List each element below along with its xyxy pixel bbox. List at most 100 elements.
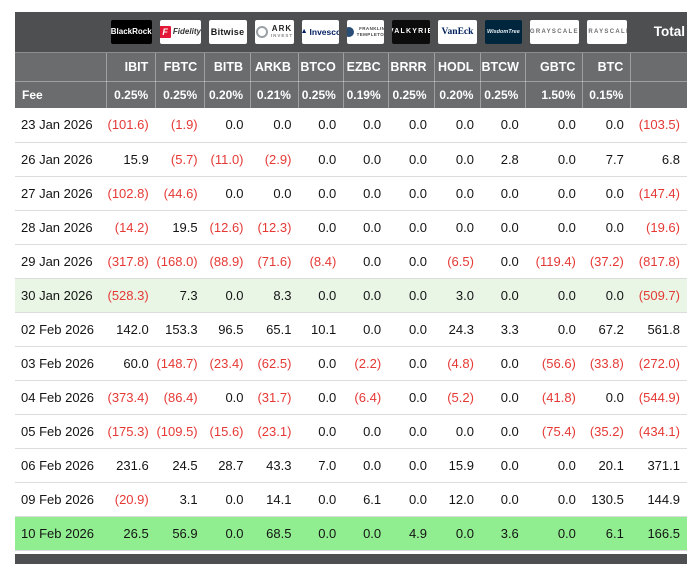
flow-value: (8.4) xyxy=(298,244,344,279)
flow-value: 0.0 xyxy=(298,108,344,143)
ticker-arkb: ARKB xyxy=(250,52,299,82)
wisdomtree-logo-text: WisdomTree xyxy=(486,28,520,35)
flow-value: 14.1 xyxy=(250,482,299,517)
flow-value: 0.0 xyxy=(388,414,435,449)
flow-total: 6.8 xyxy=(630,142,687,177)
flow-table-body: 23 Jan 2026 (101.6) (1.9) 0.0 0.0 0.0 0.0 0.0 0.… xyxy=(15,108,687,551)
flow-value: 3.3 xyxy=(480,312,526,347)
flow-value: 0.0 xyxy=(343,142,389,177)
fee-bitb: 0.20% xyxy=(204,81,252,108)
flow-value: (5.2) xyxy=(434,380,481,415)
ticker-row-spacer xyxy=(15,52,108,82)
flow-value: 0.0 xyxy=(298,346,344,381)
flow-value: (37.2) xyxy=(582,244,631,279)
flow-value: 0.0 xyxy=(250,108,299,143)
ticker-btc: BTC xyxy=(582,52,632,82)
flow-value: 10.1 xyxy=(298,312,344,347)
flow-value: 0.0 xyxy=(204,176,251,211)
flow-value: (14.2) xyxy=(106,210,156,245)
grayscale-logo-text: GRAYSCALE xyxy=(529,28,579,35)
grayscale-logo-icon: GRAYSCALE xyxy=(529,19,579,44)
flow-row: 27 Jan 2026 (102.8) (44.6) 0.0 0.0 0.0 0.0 0.0 0… xyxy=(15,176,687,211)
flow-value: 0.0 xyxy=(388,278,435,313)
flow-value: 0.0 xyxy=(298,380,344,415)
flow-value: 0.0 xyxy=(343,278,389,313)
flow-value: 0.0 xyxy=(343,448,389,483)
flow-row: 26 Jan 2026 15.9 (5.7) (11.0) (2.9) 0.0 0.0 0.0… xyxy=(15,142,687,177)
flow-value: 153.3 xyxy=(155,312,205,347)
flow-value: 231.6 xyxy=(106,448,156,483)
flow-value: (35.2) xyxy=(582,414,631,449)
flow-date: 29 Jan 2026 xyxy=(15,244,107,279)
flow-value: (6.5) xyxy=(434,244,481,279)
flow-value: (102.8) xyxy=(106,176,156,211)
bitwise-logo-text: Bitwise xyxy=(210,26,245,37)
flow-value: 96.5 xyxy=(204,312,251,347)
fee-arkb: 0.21% xyxy=(250,81,299,108)
franklin-logo-text-line2: TEMPLETON xyxy=(356,31,385,37)
ticker-total-spacer xyxy=(630,52,687,82)
flow-row: 03 Feb 2026 60.0 (148.7) (23.4) (62.5) 0.0 (2.… xyxy=(15,346,687,381)
flow-value: 0.0 xyxy=(480,278,526,313)
ticker-ezbc: EZBC xyxy=(343,52,389,82)
flow-value: 0.0 xyxy=(204,516,251,551)
flow-value: 0.0 xyxy=(480,448,526,483)
flow-value: 0.0 xyxy=(525,448,583,483)
fidelity-mark-icon: F xyxy=(159,25,171,38)
valkyrie-logo-text: VALKYRIE xyxy=(392,28,430,36)
flow-total: 144.9 xyxy=(630,482,687,517)
flow-value: 0.0 xyxy=(204,482,251,517)
flow-value: 7.3 xyxy=(155,278,205,313)
flow-value: 0.0 xyxy=(298,210,344,245)
flow-row: 23 Jan 2026 (101.6) (1.9) 0.0 0.0 0.0 0.0 0.0 0.… xyxy=(15,108,687,143)
flow-date: 04 Feb 2026 xyxy=(15,380,107,415)
fee-ezbc: 0.19% xyxy=(343,81,389,108)
flow-value: 0.0 xyxy=(204,108,251,143)
ticker-btcw: BTCW xyxy=(480,52,527,82)
flow-value: 0.0 xyxy=(343,414,389,449)
flow-value: 0.0 xyxy=(480,346,526,381)
flow-value: 0.0 xyxy=(582,176,631,211)
ark-invest-logo-icon: ARK INVEST xyxy=(254,19,295,44)
flow-value: 0.0 xyxy=(388,482,435,517)
ticker-row: IBIT FBTC BITB ARKB BTCO EZBC BRRR HODL … xyxy=(15,52,687,82)
invesco-logo-icon: ▲ Invesco xyxy=(302,19,340,44)
ticker-fbtc: FBTC xyxy=(155,52,206,82)
flow-row: 30 Jan 2026 (528.3) 7.3 0.0 8.3 0.0 0.0 0.0 3.0 0… xyxy=(15,278,687,313)
etf-flow-table: BlackRock F Fidelity Bitwise ARK INVEST ▲ I… xyxy=(15,12,687,551)
flow-value: 15.9 xyxy=(434,448,481,483)
flow-value: 0.0 xyxy=(298,278,344,313)
ticker-ibit: IBIT xyxy=(106,52,157,82)
ticker-btco: BTCO xyxy=(298,52,344,82)
flow-date: 09 Feb 2026 xyxy=(15,482,107,517)
flow-value: (2.2) xyxy=(343,346,389,381)
flow-value: 20.1 xyxy=(582,448,631,483)
flow-total: (544.9) xyxy=(630,380,687,415)
ticker-hodl: HODL xyxy=(434,52,482,82)
flow-value: (317.8) xyxy=(106,244,156,279)
flow-value: 3.1 xyxy=(155,482,205,517)
flow-date: 06 Feb 2026 xyxy=(15,448,107,483)
ark-logo-subtext: INVEST xyxy=(270,33,294,39)
flow-value: (168.0) xyxy=(155,244,205,279)
flow-value: 0.0 xyxy=(434,414,481,449)
flow-value: 0.0 xyxy=(525,482,583,517)
flow-value: 0.0 xyxy=(343,312,389,347)
flow-value: (11.0) xyxy=(204,142,251,177)
flow-value: 0.0 xyxy=(525,516,583,551)
etf-flow-page: BlackRock F Fidelity Bitwise ARK INVEST ▲ I… xyxy=(15,12,687,564)
flow-value: (71.6) xyxy=(250,244,299,279)
flow-value: (86.4) xyxy=(155,380,205,415)
flow-value: 0.0 xyxy=(388,108,435,143)
flow-value: 0.0 xyxy=(343,108,389,143)
flow-value: (31.7) xyxy=(250,380,299,415)
flow-value: 12.0 xyxy=(434,482,481,517)
flow-value: (101.6) xyxy=(106,108,156,143)
franklin-logo-text-line1: FRANKLIN xyxy=(359,26,385,32)
flow-value: 68.5 xyxy=(250,516,299,551)
flow-value: 0.0 xyxy=(480,210,526,245)
fee-btc: 0.15% xyxy=(582,81,632,108)
flow-row: 28 Jan 2026 (14.2) 19.5 (12.6) (12.3) 0.0 0.0 0… xyxy=(15,210,687,245)
next-row-partial-strip xyxy=(15,553,687,564)
flow-value: 0.0 xyxy=(388,312,435,347)
